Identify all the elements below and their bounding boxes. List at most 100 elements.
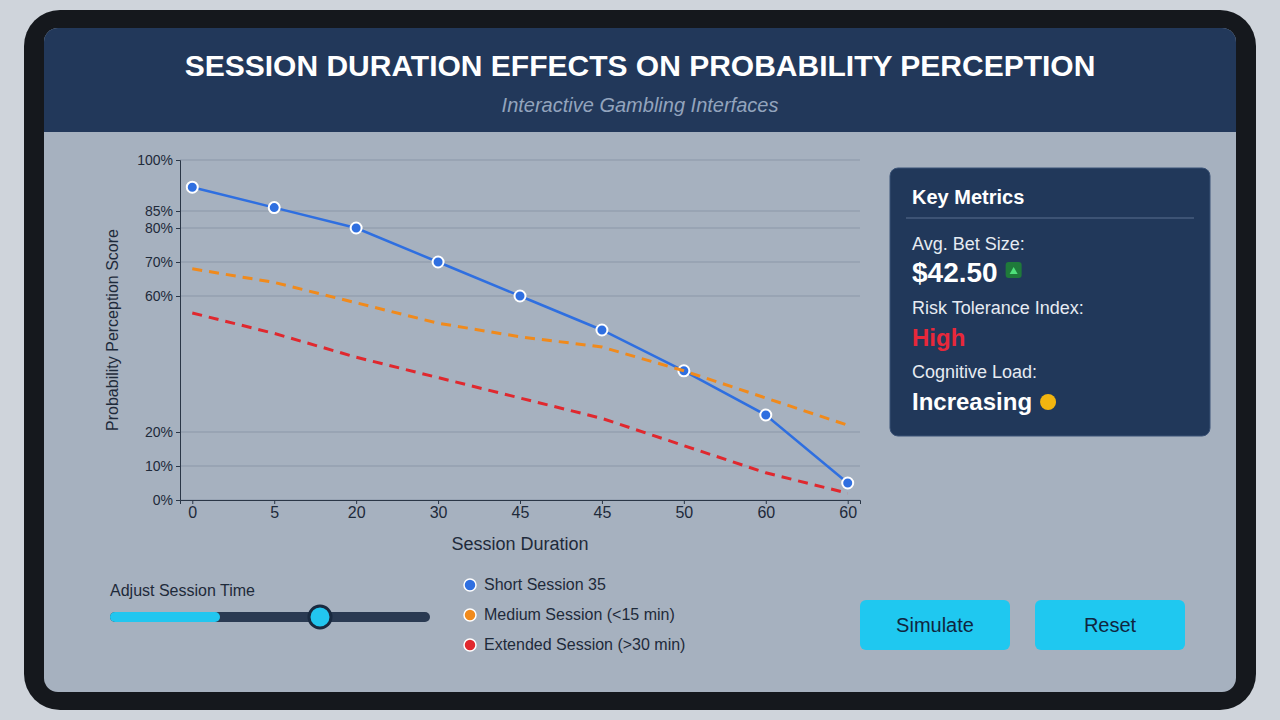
series-line	[192, 187, 847, 483]
button-background[interactable]	[860, 600, 1010, 650]
slider-knob[interactable]	[309, 606, 331, 628]
tick-label: 70%	[145, 254, 173, 270]
tick: 85%	[145, 203, 180, 219]
tick: 70%	[145, 254, 180, 270]
tick: 80%	[145, 220, 180, 236]
y-axis-title: Probability Perception Score	[104, 229, 121, 431]
tick-label: 0	[188, 504, 197, 521]
marker	[187, 182, 198, 193]
metric-label: Cognitive Load:	[912, 362, 1037, 382]
grid-line	[180, 228, 860, 229]
tick-mark	[176, 160, 180, 161]
tick-label: 45	[594, 504, 612, 521]
tick: 0	[188, 500, 197, 521]
tick: 45	[512, 500, 530, 521]
button-label[interactable]: Simulate	[896, 614, 974, 636]
tick-mark	[176, 211, 180, 212]
tick-label: 100%	[137, 152, 173, 168]
tick: 20%	[145, 424, 180, 440]
metric-value: High	[912, 324, 965, 351]
tick-label: 60	[757, 504, 775, 521]
tick-mark	[176, 466, 180, 467]
status-dot	[1040, 394, 1056, 410]
button[interactable]: Reset	[1035, 600, 1185, 650]
tick-mark	[176, 296, 180, 297]
grid-line	[180, 432, 860, 433]
legend-entry: Short Session 35	[484, 576, 606, 593]
grid-line	[180, 160, 860, 161]
tick-label: 50	[675, 504, 693, 521]
tick-mark	[176, 500, 180, 501]
x-axis-title: Session Duration	[451, 534, 588, 554]
panel-background	[890, 168, 1210, 436]
tick: 50	[675, 500, 693, 521]
metric-label: Risk Tolerance Index:	[912, 298, 1084, 318]
marker	[515, 291, 526, 302]
tick-label: 60%	[145, 288, 173, 304]
tick-mark	[176, 228, 180, 229]
tick: 45	[594, 500, 612, 521]
header	[44, 28, 1236, 132]
marker	[842, 478, 853, 489]
legend-entry: Medium Session (<15 min)	[484, 606, 675, 623]
tick-label: 10%	[145, 458, 173, 474]
metric-value: Increasing	[912, 388, 1032, 415]
tick: 0%	[153, 492, 180, 508]
tick: 5	[270, 500, 279, 521]
grid-line	[180, 466, 860, 467]
marker	[596, 325, 607, 336]
screen	[44, 28, 1236, 692]
tick-label: 45	[512, 504, 530, 521]
background	[0, 0, 1280, 720]
tick: 100%	[137, 152, 180, 168]
marker	[269, 202, 280, 213]
marker	[760, 410, 771, 421]
tick-label: 5	[270, 504, 279, 521]
tick: 60	[757, 500, 775, 521]
button-label[interactable]: Reset	[1084, 614, 1137, 636]
tick-label: 80%	[145, 220, 173, 236]
trend-icon	[1006, 262, 1022, 278]
divider	[906, 218, 1194, 219]
tick-label: 20%	[145, 424, 173, 440]
marker	[433, 257, 444, 268]
series-line	[192, 313, 847, 493]
tick: 30	[430, 500, 448, 521]
slider-label: Adjust Session Time	[110, 582, 255, 599]
slider-fill	[110, 612, 220, 622]
legend-swatch	[464, 579, 476, 591]
x-axis: 0 5 20 30 45 45 50 60 60	[181, 500, 861, 521]
legend-entry: Extended Session (>30 min)	[484, 636, 685, 653]
button[interactable]: Simulate	[860, 600, 1010, 650]
legend: Short Session 35 Medium Session (<15 min)…	[464, 576, 685, 653]
button-background[interactable]	[1035, 600, 1185, 650]
metric-label: Avg. Bet Size:	[912, 234, 1025, 254]
bezel	[24, 10, 1256, 710]
axis-line	[176, 161, 181, 501]
plot-marks	[187, 182, 853, 494]
tick-label: 30	[430, 504, 448, 521]
tick-label: 20	[348, 504, 366, 521]
tick: 20	[348, 500, 366, 521]
title: SESSION DURATION EFFECTS ON PROBABILITY …	[185, 49, 1096, 82]
tick: 60%	[145, 288, 180, 304]
metric-value: $42.50	[912, 257, 998, 288]
tick-label: 85%	[145, 203, 173, 219]
subtitle: Interactive Gambling Interfaces	[502, 94, 779, 116]
grid-line	[180, 262, 860, 263]
legend-swatch	[464, 609, 476, 621]
tick: 10%	[145, 458, 180, 474]
tick-mark	[176, 262, 180, 263]
trend-arrow	[1010, 267, 1018, 274]
tick: 60	[839, 500, 857, 521]
tick-label: 0%	[153, 492, 173, 508]
key-metrics-panel: Key Metrics Avg. Bet Size: $42.50 Risk Tole…	[890, 168, 1210, 436]
legend-swatch	[464, 639, 476, 651]
tick-mark	[176, 432, 180, 433]
slider-track	[110, 612, 430, 622]
series-line	[192, 269, 847, 425]
panel-title: Key Metrics	[912, 186, 1024, 208]
tick-label: 60	[839, 504, 857, 521]
grid	[180, 160, 860, 500]
y-axis: 100% 85%80% 70% 60% 20% 10% 0%	[137, 152, 180, 508]
